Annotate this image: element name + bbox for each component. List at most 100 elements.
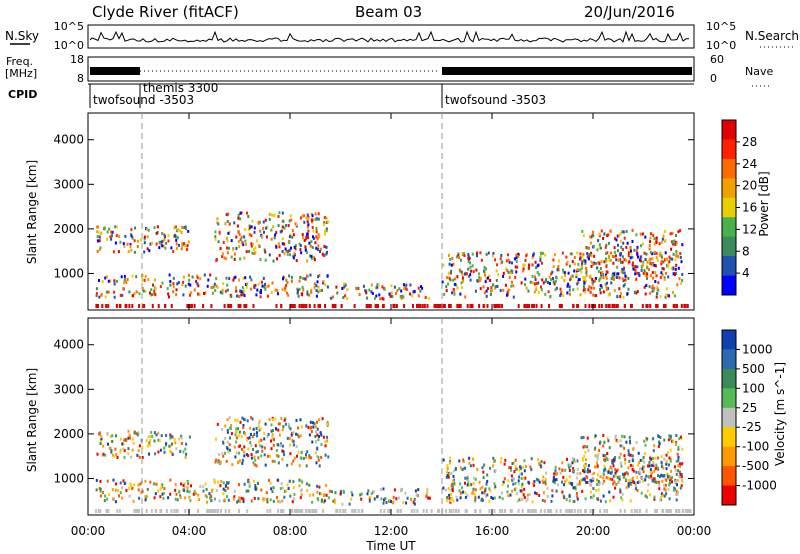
scatter-cell: [279, 487, 282, 491]
scatter-cell: [187, 229, 190, 233]
scatter-cell: [446, 470, 449, 474]
scatter-cell: [464, 495, 467, 499]
scatter-cell: [264, 446, 266, 450]
ground-scatter-cell: [591, 304, 594, 308]
scatter-cell: [479, 287, 482, 291]
scatter-cell: [157, 489, 160, 493]
scatter-cell: [131, 236, 134, 240]
scatter-cell: [603, 464, 606, 468]
scatter-cell: [625, 245, 628, 249]
scatter-cell: [215, 284, 218, 288]
scatter-cell: [629, 439, 631, 443]
scatter-cell: [281, 457, 284, 461]
scatter-cell: [489, 293, 492, 296]
scatter-cell: [655, 251, 658, 255]
scatter-cell: [152, 283, 155, 287]
scatter-cell: [252, 479, 255, 483]
scatter-cell: [536, 271, 539, 274]
scatter-cell: [667, 265, 670, 269]
scatter-cell: [230, 239, 233, 243]
scatter-cell: [612, 495, 615, 499]
scatter-cell: [275, 245, 278, 249]
ground-scatter-cell: [269, 509, 272, 513]
scatter-cell: [499, 257, 502, 261]
scatter-cell: [607, 233, 610, 237]
scatter-cell: [665, 478, 668, 482]
scatter-cell: [184, 447, 187, 451]
y-tick-label: 1000: [53, 471, 84, 485]
scatter-cell: [162, 244, 165, 248]
scatter-cell: [219, 247, 222, 250]
scatter-cell: [562, 294, 565, 298]
scatter-cell: [526, 493, 529, 497]
power-panel-frame: [87, 112, 695, 311]
scatter-cell: [594, 465, 596, 469]
scatter-cell: [237, 499, 240, 503]
scatter-cell: [642, 272, 645, 275]
scatter-cell: [268, 212, 271, 216]
scatter-cell: [253, 226, 256, 230]
scatter-cell: [602, 290, 605, 294]
scatter-cell: [219, 290, 222, 294]
scatter-cell: [254, 246, 257, 250]
scatter-cell: [500, 456, 503, 460]
scatter-cell: [106, 479, 109, 483]
scatter-cell: [149, 242, 152, 246]
scatter-cell: [613, 250, 616, 254]
scatter-cell: [580, 436, 583, 440]
scatter-cell: [656, 291, 659, 295]
scatter-cell: [262, 276, 265, 280]
scatter-cell: [659, 276, 662, 279]
scatter-cell: [586, 481, 589, 484]
scatter-cell: [649, 236, 652, 240]
scatter-cell: [180, 436, 183, 440]
scatter-cell: [615, 483, 618, 486]
scatter-cell: [544, 279, 547, 283]
scatter-cell: [461, 468, 464, 472]
scatter-cell: [655, 238, 658, 242]
scatter-cell: [485, 482, 488, 486]
scatter-cell: [478, 480, 481, 484]
scatter-cell: [561, 461, 564, 465]
scatter-cell: [586, 246, 589, 250]
scatter-cell: [643, 460, 646, 464]
scatter-cell: [650, 474, 653, 478]
scatter-cell: [355, 286, 358, 290]
scatter-cell: [541, 498, 544, 502]
scatter-cell: [600, 260, 603, 263]
scatter-cell: [622, 295, 625, 299]
scatter-cell: [667, 438, 670, 442]
scatter-cell: [261, 449, 264, 453]
scatter-cell: [635, 440, 638, 444]
scatter-cell: [656, 286, 659, 290]
ground-scatter-cell: [410, 509, 413, 513]
scatter-cell: [573, 255, 576, 259]
scatter-cell: [323, 245, 326, 248]
scatter-cell: [346, 288, 349, 292]
scatter-cell: [652, 464, 655, 468]
scatter-cell: [303, 239, 306, 242]
scatter-cell: [494, 485, 497, 489]
scatter-cell: [164, 246, 167, 250]
scatter-cell: [117, 250, 120, 254]
scatter-cell: [193, 288, 196, 292]
scatter-cell: [570, 275, 573, 279]
ground-scatter-cell: [445, 509, 447, 513]
scatter-cell: [227, 450, 230, 454]
scatter-cell: [442, 263, 445, 267]
scatter-cell: [493, 482, 496, 486]
ground-scatter-cell: [422, 509, 425, 513]
scatter-cell: [305, 237, 307, 241]
ground-scatter-cell: [353, 509, 356, 513]
scatter-cell: [603, 232, 606, 236]
scatter-cell: [187, 282, 190, 286]
scatter-cell: [272, 214, 275, 218]
scatter-cell: [390, 500, 392, 504]
scatter-cell: [116, 456, 119, 459]
scatter-cell: [317, 290, 320, 294]
scatter-cell: [664, 251, 667, 255]
scatter-cell: [308, 483, 311, 487]
ground-scatter-cell: [403, 304, 406, 308]
scatter-cell: [144, 289, 147, 293]
